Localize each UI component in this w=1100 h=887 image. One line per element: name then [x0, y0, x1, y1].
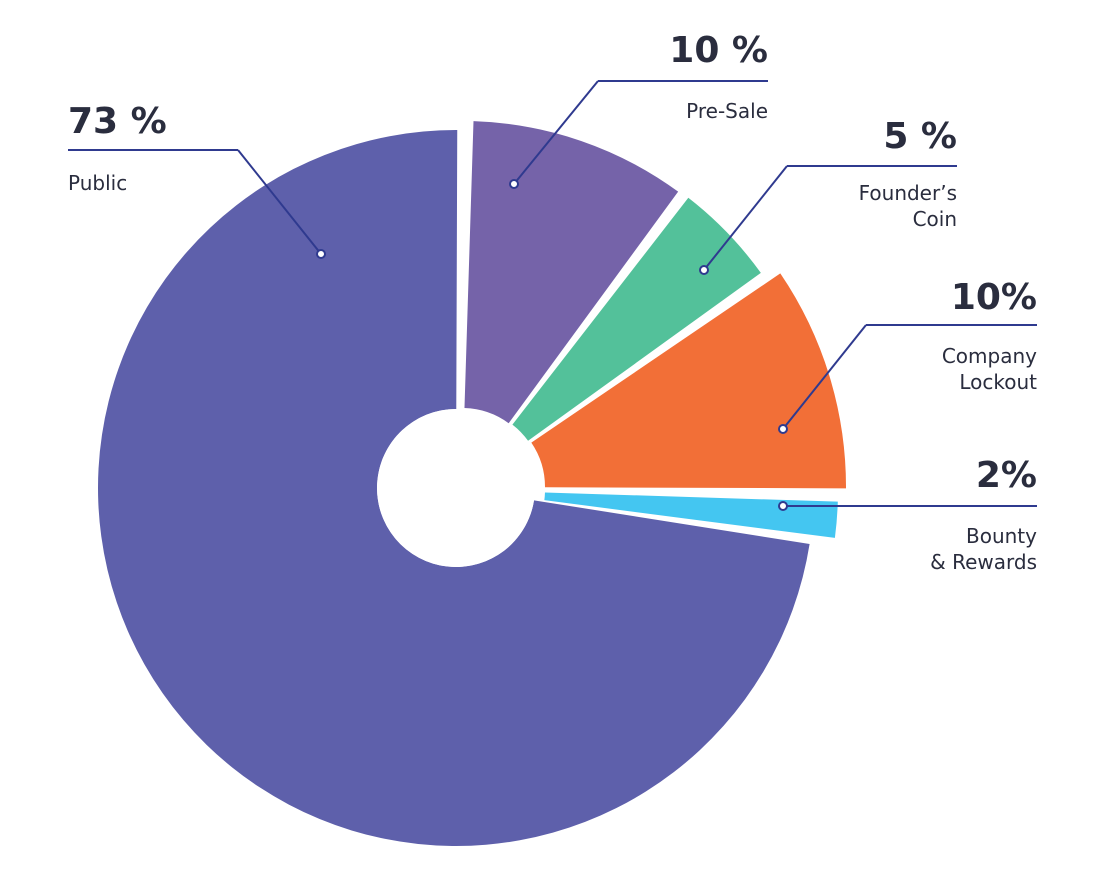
slice-label-pre-sale: Pre-Sale: [686, 99, 768, 123]
callout-leader-line: [513, 80, 599, 185]
callout-dot: [316, 249, 326, 259]
slice-label-public: Public: [68, 171, 127, 195]
slice-public: [97, 130, 810, 847]
slice-bounty-rewards: [544, 492, 838, 538]
slice-label-company-lockout: Lockout: [959, 370, 1037, 394]
callout-dot: [778, 424, 788, 434]
percent-label-founders-coin: 5 %: [883, 116, 957, 157]
callout-bounty-rewards: 2% Bounty& Rewards: [778, 455, 1037, 574]
callout-dot: [699, 265, 709, 275]
callout-dot: [509, 179, 519, 189]
slice-label-founders-coin: Coin: [913, 207, 957, 231]
slice-label-bounty-rewards: & Rewards: [930, 550, 1037, 574]
percent-label-bounty-rewards: 2%: [976, 455, 1037, 496]
donut-hole: [377, 409, 535, 567]
percent-label-pre-sale: 10 %: [669, 30, 768, 71]
percent-label-company-lockout: 10%: [951, 277, 1037, 318]
pie-slices: [97, 121, 846, 847]
callout-public: 73 % Public: [68, 101, 326, 259]
callout-pre-sale: 10 % Pre-Sale: [509, 30, 768, 189]
percent-label-public: 73 %: [68, 101, 167, 142]
slice-pre-sale: [464, 121, 679, 424]
callout-dot: [778, 501, 788, 511]
callout-leader-line: [237, 149, 322, 255]
callout-leader-line: [703, 165, 788, 271]
slice-company-lockout: [531, 273, 846, 489]
slice-founders-coin: [512, 197, 761, 441]
callout-leader-line: [782, 324, 867, 430]
slice-label-bounty-rewards: Bounty: [966, 524, 1037, 548]
slice-label-company-lockout: Company: [942, 344, 1037, 368]
slice-label-founders-coin: Founder’s: [859, 181, 957, 205]
